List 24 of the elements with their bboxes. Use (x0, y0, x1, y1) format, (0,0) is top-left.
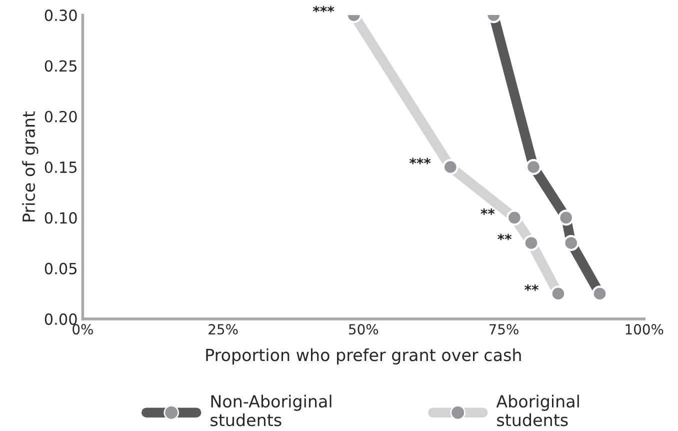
annotation: ** (480, 208, 495, 215)
annotation: ** (524, 284, 538, 291)
annotation: *** (409, 158, 431, 164)
y-tick-label: 0.30 (44, 10, 77, 22)
y-tick-label: 0.05 (44, 262, 77, 274)
x-tick-label: 0% (72, 324, 93, 335)
y-tick-label: 0.25 (44, 60, 77, 72)
y-axis-title: Price of grant (22, 111, 38, 222)
annotation: *** (312, 6, 334, 12)
y-tick-label: 0.00 (44, 313, 77, 325)
annotation: ** (498, 234, 512, 240)
legend-label: Aboriginal students (496, 394, 579, 426)
legend-label: Non-Aboriginal students (210, 394, 332, 426)
y-tick-label: 0.15 (44, 161, 77, 174)
y-tick-label: 0.20 (44, 110, 77, 122)
x-tick-label: 100% (626, 324, 664, 335)
point (523, 234, 540, 251)
x-tick-label: 50% (349, 324, 378, 335)
point (506, 210, 522, 226)
y-tick-label: 0.10 (44, 212, 77, 224)
point (442, 159, 458, 175)
x-axis-title: Proportion who prefer grant over cash (206, 348, 521, 364)
x-tick-label: 75% (489, 324, 518, 335)
x-tick-label: 25% (208, 324, 238, 335)
